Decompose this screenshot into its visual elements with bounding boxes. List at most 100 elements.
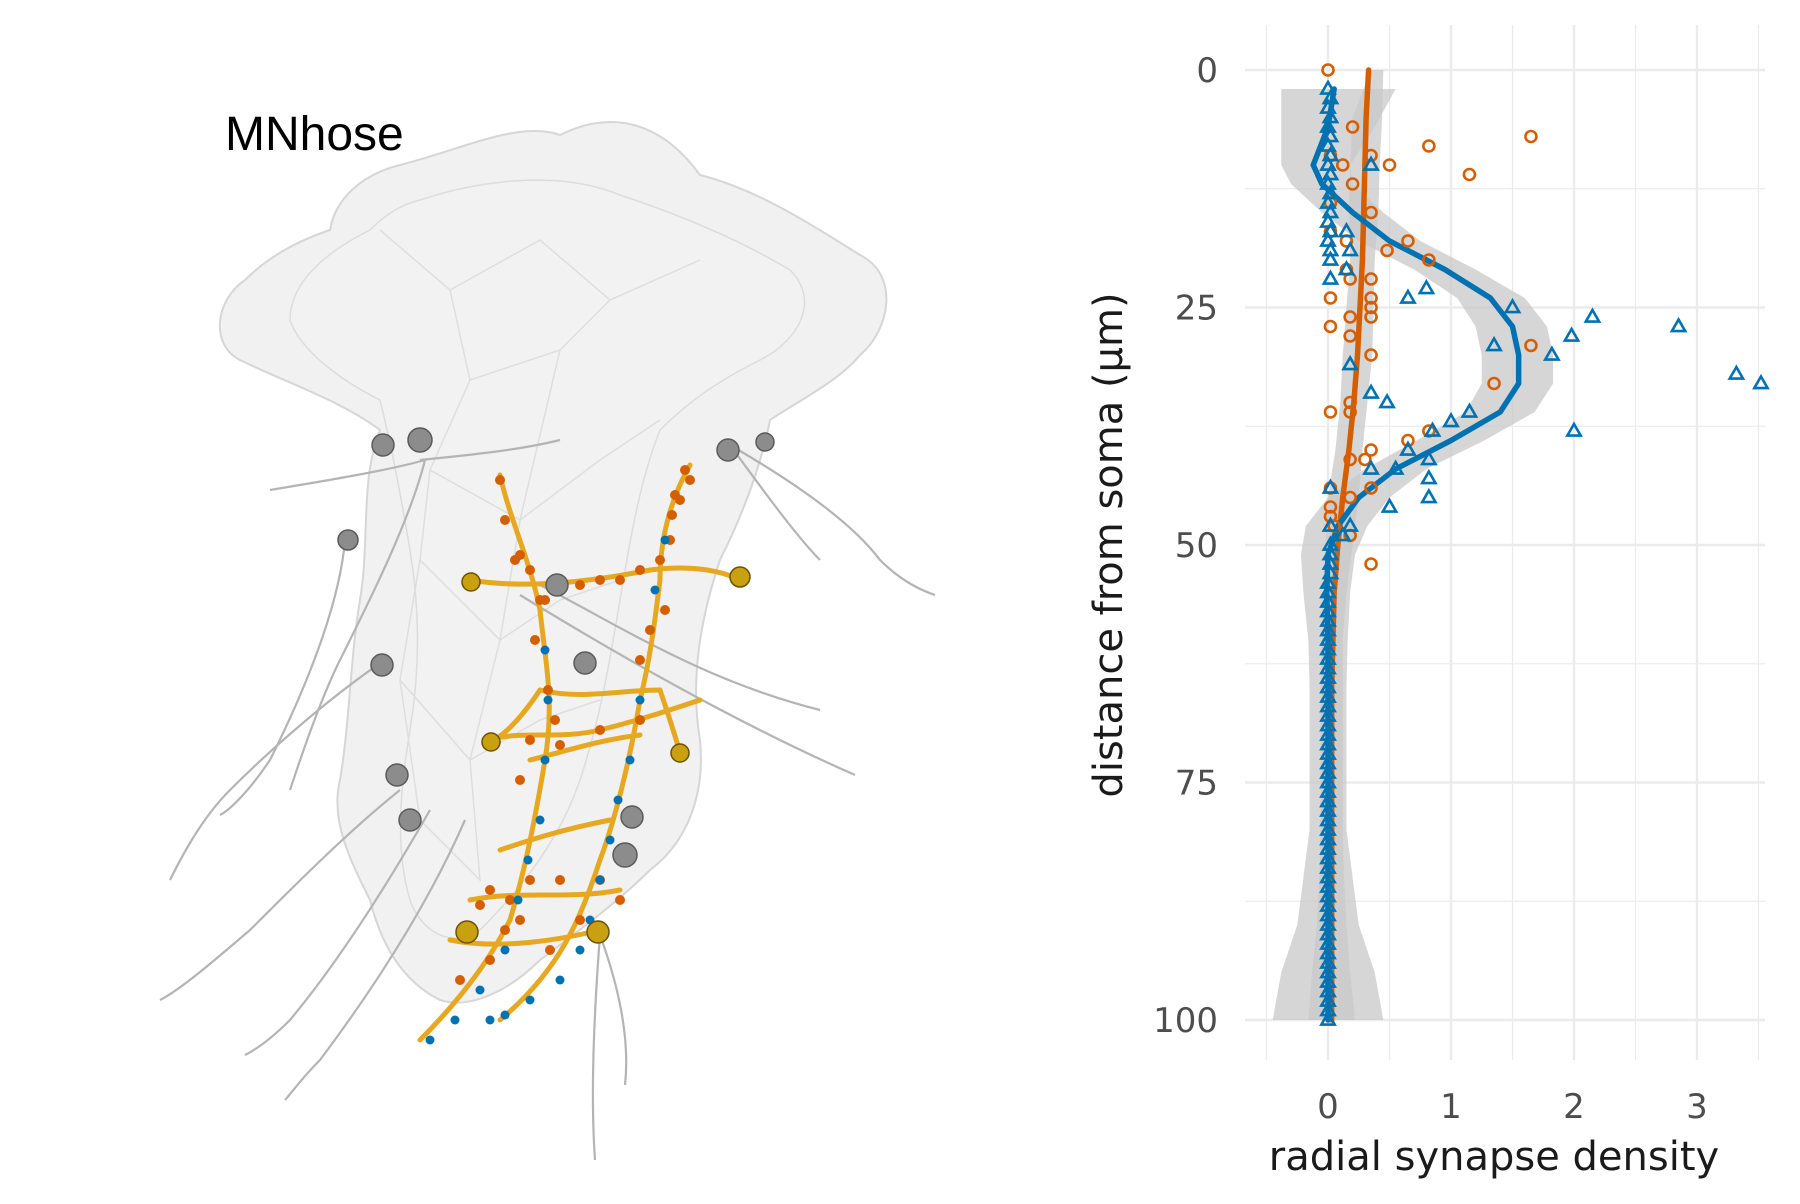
postsynapse-point (1321, 478, 1340, 494)
postsynapse-dot (450, 1015, 460, 1025)
presynapse-point (1422, 253, 1436, 267)
presynapse-point (1364, 348, 1378, 362)
presynapse-point (1364, 205, 1378, 220)
presynapse-point (1323, 291, 1338, 305)
postsynapse-point (1362, 155, 1380, 171)
tract-12 (539, 584, 821, 712)
grey-tract-sphere (371, 433, 395, 457)
presynapse-dot (475, 900, 485, 910)
postsynapse-point (1562, 326, 1581, 342)
postsynapse-point (1399, 288, 1417, 304)
postsynapse-dot (613, 795, 623, 805)
tract-4 (169, 659, 386, 881)
presynapse-dot (525, 875, 535, 885)
postsynapse-point (1380, 497, 1399, 513)
presynapse-point (1524, 338, 1538, 353)
tract-10 (729, 444, 936, 597)
presynapse-point (1401, 433, 1415, 448)
postsynapse-point (1727, 364, 1746, 380)
tract-13 (519, 594, 856, 777)
x-tick-label: 3 (1686, 1087, 1708, 1127)
branch-right-main (497, 462, 693, 1023)
presynapse-dot (530, 635, 540, 645)
grey-tract-sphere (755, 432, 775, 452)
postsynapse-dot (525, 995, 535, 1005)
tract-1 (269, 458, 426, 492)
y-tick-label: 25 (1175, 289, 1218, 329)
presynapse-dot (545, 945, 555, 955)
grey-tract-sphere (407, 427, 433, 453)
presynapse-point (1487, 376, 1501, 391)
postsynapse-point (1341, 240, 1360, 257)
presynapse-dot (525, 735, 535, 745)
postsynapse-point (1386, 459, 1405, 475)
neuropil-mesh (218, 121, 888, 1004)
x-tick-label: 0 (1317, 1087, 1339, 1127)
presynapse-point (1364, 310, 1378, 324)
postsynapse-dot (575, 945, 585, 955)
presynapse-dot (670, 490, 680, 500)
postsynapse-dot (523, 855, 533, 865)
postsynapse-dot (485, 1015, 495, 1025)
y-tick-label: 100 (1153, 1001, 1218, 1041)
y-tick-label: 75 (1175, 764, 1218, 804)
presynapse-markers (455, 465, 695, 985)
presynapse-point (1343, 405, 1357, 419)
presynapse-point (1380, 243, 1394, 258)
postsynapse-point (1752, 373, 1770, 390)
gold-tract-sphere (670, 743, 690, 763)
grey-tract-sphere (337, 529, 359, 551)
presynapse-point (1323, 405, 1338, 419)
postsynapse-point (1419, 449, 1438, 466)
presynapse-dot (667, 510, 677, 520)
presynapse-dot (485, 885, 495, 895)
presynapse-dot (505, 895, 515, 905)
presynapse-point (1343, 329, 1357, 343)
presynapse-dot (485, 955, 495, 965)
presynapse-dot (635, 565, 645, 575)
presynapse-point (1323, 319, 1338, 334)
presynapse-dot (660, 605, 670, 615)
presynapse-dot (495, 475, 505, 485)
presynapse-point (1524, 129, 1538, 144)
presynapse-point (1343, 490, 1357, 505)
presynapse-point (1364, 557, 1378, 571)
presynapse-point (1401, 234, 1415, 248)
grey-tract-sphere (545, 573, 569, 597)
grey-tract-sphere (573, 651, 597, 675)
postsynapse-point (1399, 440, 1417, 456)
presynapse-dot (555, 875, 565, 885)
presynapse-dot (680, 465, 690, 475)
presynapse-dot (555, 740, 565, 750)
presynapse-point (1343, 452, 1357, 467)
postsynapse-dot (595, 875, 605, 885)
postsynapse-dot (475, 985, 485, 995)
x-tick-label: 2 (1563, 1087, 1585, 1127)
gold-tract-sphere (729, 566, 751, 588)
presynapse-dot (515, 775, 525, 785)
presynapse-point (1335, 158, 1350, 172)
postsynapse-point (1419, 468, 1438, 485)
presynapse-dot (575, 915, 585, 925)
presynapse-point (1364, 272, 1378, 286)
gold-tract-sphere (461, 572, 481, 592)
fit-line-1 (1328, 67, 1372, 1023)
presynapse-dot (543, 685, 553, 695)
postsynapse-dot (500, 1010, 510, 1020)
grey-tract-sphere (398, 808, 422, 832)
postsynapse-dot (513, 895, 523, 905)
postsynapse-point (1319, 1010, 1337, 1026)
branch-cross-2 (537, 687, 663, 697)
postsynapse-point (1542, 345, 1561, 361)
x-tick-label: 1 (1440, 1087, 1462, 1127)
presynapse-point (1345, 120, 1360, 134)
branch-lower-1 (497, 817, 613, 853)
postsynapse-point (1337, 221, 1356, 238)
postsynapse-dot (605, 835, 615, 845)
gold-tract-sphere (586, 920, 610, 944)
tract-8 (591, 934, 602, 1161)
presynapse-dot (575, 580, 585, 590)
tract-3 (219, 539, 347, 816)
postsynapse-markers (425, 535, 670, 1045)
